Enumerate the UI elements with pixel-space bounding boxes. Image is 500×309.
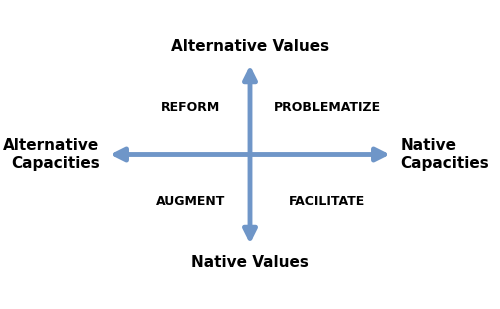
Text: Alternative
Capacities: Alternative Capacities — [4, 138, 100, 171]
Text: FACILITATE: FACILITATE — [289, 195, 365, 208]
Text: PROBLEMATIZE: PROBLEMATIZE — [274, 101, 380, 114]
Text: Native Values: Native Values — [191, 256, 309, 270]
Text: REFORM: REFORM — [161, 101, 220, 114]
Text: AUGMENT: AUGMENT — [156, 195, 225, 208]
Text: Native
Capacities: Native Capacities — [400, 138, 489, 171]
Text: Alternative Values: Alternative Values — [171, 39, 329, 53]
